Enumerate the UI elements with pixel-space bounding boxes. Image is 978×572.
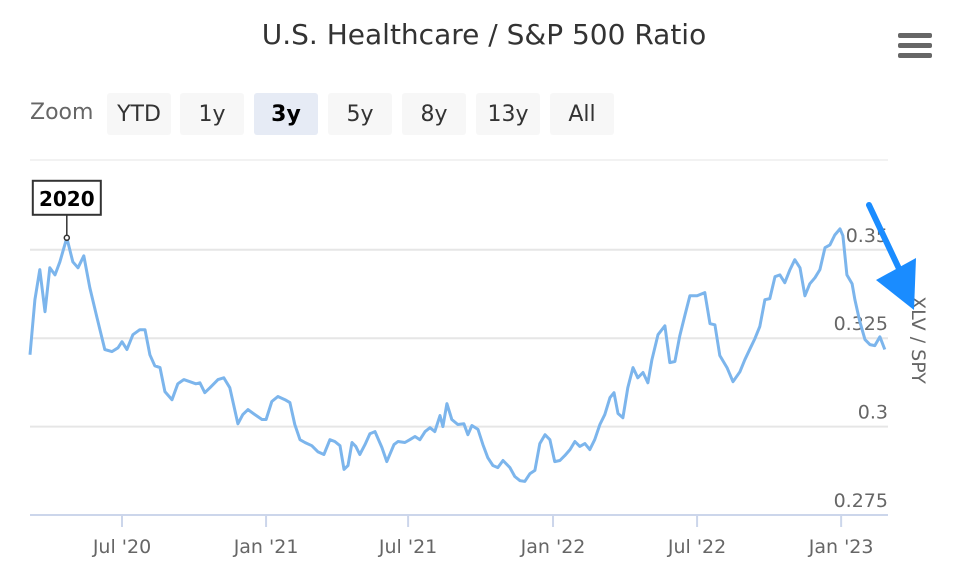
x-tick-label: Jan '22 [520, 536, 586, 558]
x-tick-label: Jul '21 [378, 536, 437, 558]
zoom-ytd-button[interactable]: YTD [107, 93, 171, 135]
annotation-point [63, 234, 71, 242]
x-tick-label: Jan '21 [233, 536, 299, 558]
zoom-label: Zoom [30, 100, 94, 125]
y-tick-label: 0.3 [858, 402, 888, 424]
series-line[interactable] [28, 227, 887, 483]
zoom-3y-button[interactable]: 3y [254, 93, 318, 135]
zoom-13y-button[interactable]: 13y [476, 93, 540, 135]
zoom-all-button[interactable]: All [550, 93, 614, 135]
chart-title: U.S. Healthcare / S&P 500 Ratio [261, 18, 707, 51]
x-tick-label: Jul '22 [667, 536, 726, 558]
zoom-1y-button[interactable]: 1y [180, 93, 244, 135]
x-tick-label: Jul '20 [92, 536, 151, 558]
arrow-icon [866, 202, 916, 310]
annotation-box [31, 179, 102, 216]
zoom-5y-button[interactable]: 5y [328, 93, 392, 135]
y-tick-label: 0.35 [846, 225, 888, 247]
zoom-8y-button[interactable]: 8y [402, 93, 466, 135]
y-axis-title: XLV / SPY [907, 296, 929, 384]
annotation-2020: 2020 [31, 179, 102, 242]
menu-icon[interactable] [898, 33, 932, 61]
x-tick-label: Jan '23 [808, 536, 874, 558]
annotation-label: 2020 [39, 187, 95, 211]
y-tick-label: 0.275 [834, 490, 888, 512]
